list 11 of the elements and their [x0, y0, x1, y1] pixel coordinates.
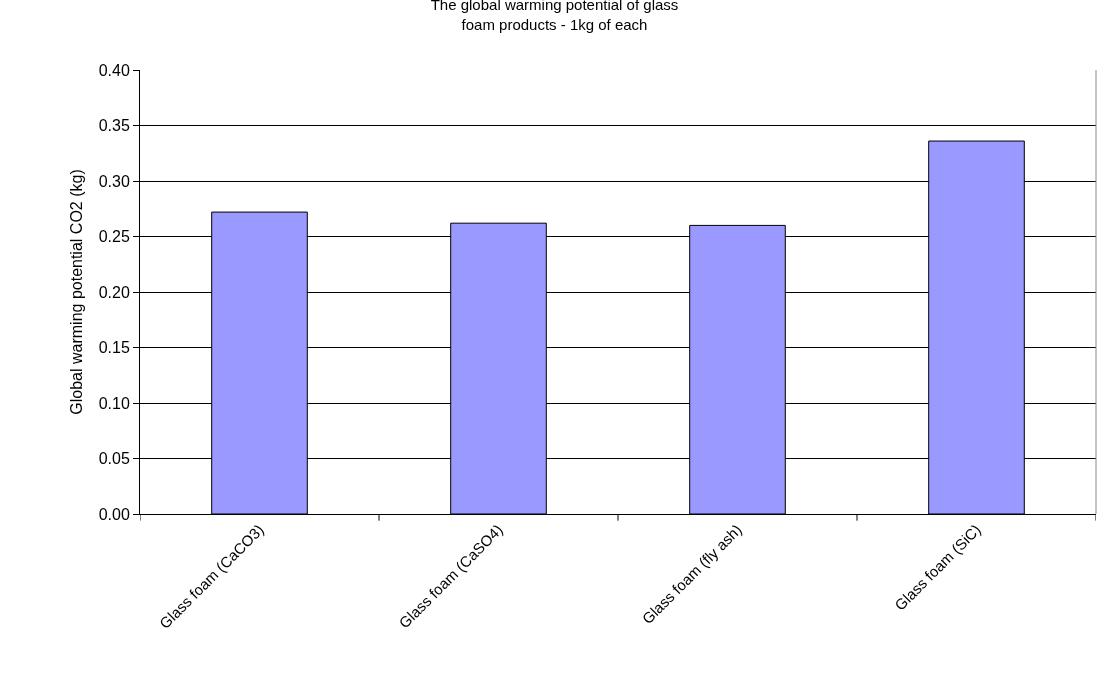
y-axis-title: Global warming potential CO2 (kg) — [67, 169, 85, 415]
y-tick-label: 0.25 — [98, 228, 130, 246]
y-tick-label: 0.15 — [98, 339, 130, 357]
y-tick-label: 0.35 — [98, 117, 130, 135]
y-tick-label: 0.00 — [98, 505, 130, 523]
y-tick-label: 0.20 — [98, 283, 130, 301]
y-tick-label: 0.05 — [98, 450, 130, 468]
y-tick-label: 0.40 — [98, 61, 130, 79]
chart-title: The global warming potential of glass foam products - 1kg of each — [430, 0, 679, 33]
y-tick-label: 0.10 — [98, 394, 130, 412]
y-tick-label: 0.30 — [98, 172, 130, 190]
